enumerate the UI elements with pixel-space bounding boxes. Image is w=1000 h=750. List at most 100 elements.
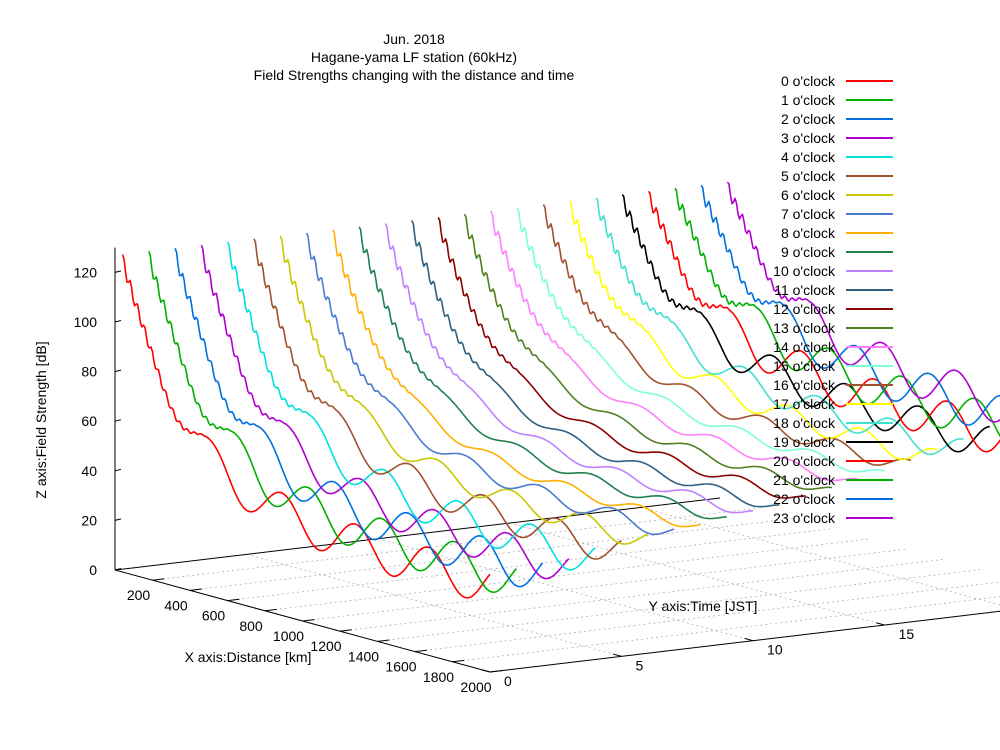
x-tick-mark	[302, 619, 315, 622]
series-line	[226, 241, 596, 571]
grid-line-x	[452, 596, 1000, 663]
z-tick-label: 40	[81, 463, 97, 479]
z-tick-label: 0	[89, 562, 97, 578]
z-tick-label: 80	[81, 364, 97, 380]
x-tick-mark	[152, 578, 165, 581]
legend-label: 21 o'clock	[773, 472, 836, 488]
z-tick-mark	[114, 568, 122, 571]
x-tick-mark	[189, 588, 202, 591]
x-tick-label: 1600	[385, 659, 416, 675]
x-tick-mark	[377, 639, 390, 642]
x-tick-label: 200	[127, 587, 151, 603]
x-axis-label: X axis:Distance [km]	[185, 649, 312, 665]
series-line	[647, 190, 1000, 453]
z-tick-label: 20	[81, 512, 97, 528]
y-tick-mark	[875, 622, 885, 626]
grid-line-x	[377, 569, 983, 642]
x-tick-label: 1800	[423, 669, 454, 685]
y-axis-label: Y axis:Time [JST]	[649, 598, 758, 614]
x-tick-label: 400	[164, 597, 188, 613]
legend-label: 1 o'clock	[781, 92, 836, 108]
z-tick-label: 120	[74, 264, 98, 280]
series-line	[463, 213, 833, 490]
z-tick-mark	[114, 270, 122, 273]
legend-label: 19 o'clock	[773, 434, 836, 450]
series-line	[384, 223, 754, 514]
legend-label: 22 o'clock	[773, 491, 836, 507]
legend-label: 10 o'clock	[773, 263, 836, 279]
axes	[114, 247, 1000, 673]
legend-label: 17 o'clock	[773, 396, 836, 412]
legend-label: 8 o'clock	[781, 225, 836, 241]
series-line	[726, 181, 1000, 423]
series-line	[569, 200, 938, 461]
legend-label: 0 o'clock	[781, 73, 836, 89]
y-tick-mark	[481, 669, 491, 673]
legend-label: 5 o'clock	[781, 168, 836, 184]
series-line	[358, 226, 727, 520]
y-tick-label: 0	[504, 673, 512, 689]
x-tick-label: 1200	[310, 638, 341, 654]
legend-label: 6 o'clock	[781, 187, 836, 203]
legend-label: 16 o'clock	[773, 377, 836, 393]
series-line	[674, 187, 1000, 438]
chart-title-line-3: Field Strengths changing with the distan…	[254, 67, 575, 83]
legend-label: 2 o'clock	[781, 111, 836, 127]
x-tick-mark	[339, 629, 352, 632]
series-line	[437, 216, 806, 499]
series-line	[516, 207, 885, 473]
y-tick-label: 10	[767, 642, 783, 658]
y-tick-mark	[744, 637, 754, 642]
grid-line-x	[189, 518, 796, 591]
z-tick-label: 100	[74, 314, 98, 330]
chart-title-line-2: Hagane-yama LF station (60kHz)	[311, 49, 517, 65]
legend-label: 15 o'clock	[773, 358, 836, 374]
y-tick-label: 15	[899, 626, 915, 642]
z-axis-label: Z axis:Field Strength [dB]	[33, 341, 49, 498]
series-line	[148, 251, 517, 593]
series-line	[305, 232, 675, 536]
series-line	[174, 248, 544, 588]
legend-label: 12 o'clock	[773, 301, 836, 317]
series-line	[700, 184, 1000, 426]
grid-line-x	[264, 538, 871, 612]
x-tick-mark	[414, 649, 427, 653]
legend-label: 14 o'clock	[773, 339, 836, 355]
legend-label: 11 o'clock	[774, 282, 836, 298]
series-line	[542, 204, 912, 466]
series-line	[411, 220, 780, 508]
series-line	[332, 229, 701, 528]
series-line	[200, 244, 570, 580]
series-line	[121, 254, 491, 599]
z-tick-mark	[114, 419, 122, 422]
legend: 0 o'clock 1 o'clock 2 o'clock 3 o'clock 4 o'…	[773, 73, 893, 526]
series-line	[621, 194, 990, 453]
z-tick-mark	[114, 468, 122, 472]
legend-label: 18 o'clock	[773, 415, 836, 431]
x-tick-label: 800	[239, 618, 263, 634]
legend-label: 7 o'clock	[781, 206, 836, 222]
series-line	[490, 210, 859, 482]
y-tick-label: 5	[636, 657, 644, 673]
x-tick-mark	[264, 608, 277, 612]
legend-label: 4 o'clock	[781, 149, 836, 165]
z-tick-label: 60	[81, 413, 97, 429]
grid-line-x	[414, 581, 1000, 652]
y-axis-line	[489, 610, 1000, 673]
legend-label: 3 o'clock	[781, 130, 836, 146]
floor-grid	[114, 507, 1000, 673]
series-line	[595, 197, 964, 456]
series-lines	[121, 181, 1000, 599]
grid-line-x	[302, 548, 908, 622]
x-tick-label: 600	[202, 608, 226, 624]
x-tick-label: 2000	[460, 679, 491, 695]
grid-line-x	[227, 528, 833, 601]
x-tick-label: 1000	[273, 628, 304, 644]
grid-line-x	[152, 507, 758, 581]
grid-line-x	[339, 558, 946, 632]
series-line	[279, 235, 649, 545]
legend-label: 9 o'clock	[781, 244, 836, 260]
